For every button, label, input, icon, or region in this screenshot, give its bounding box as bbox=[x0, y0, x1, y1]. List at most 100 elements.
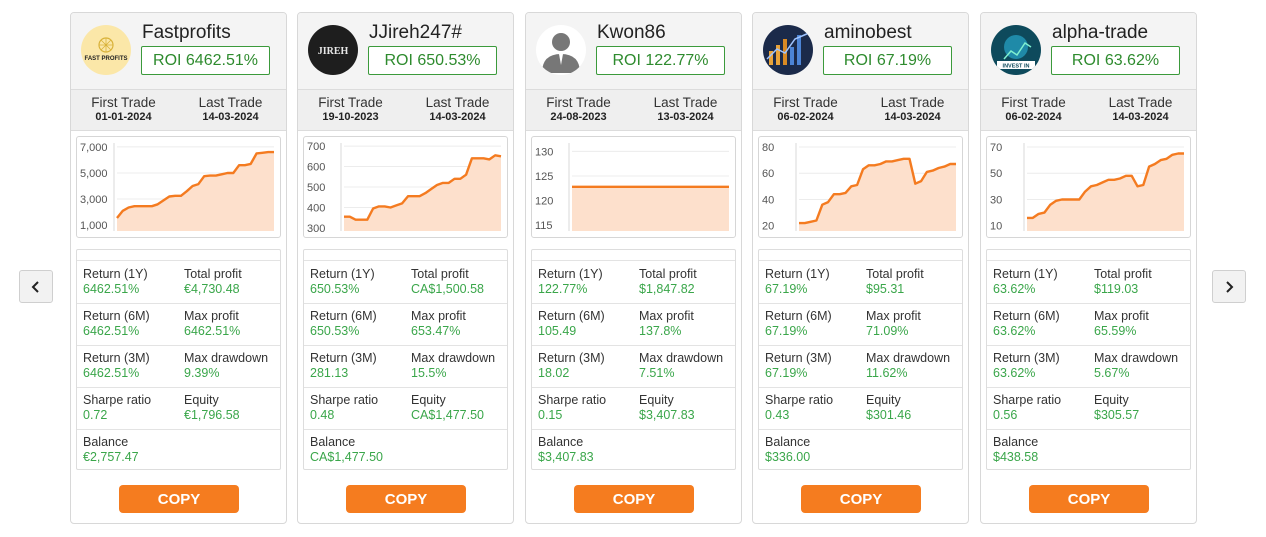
last-trade: Last Trade 14-03-2024 bbox=[405, 95, 510, 123]
return-1y-value: 122.77% bbox=[538, 282, 588, 296]
max-drawdown-stat: Max drawdown 7.51% bbox=[639, 351, 723, 380]
return-6m-value: 650.53% bbox=[310, 324, 360, 338]
total-profit-label: Total profit bbox=[639, 267, 697, 281]
sharpe-ratio-value: 0.56 bbox=[993, 408, 1018, 422]
trader-name[interactable]: JJireh247# bbox=[369, 22, 462, 43]
sharpe-ratio-stat: Sharpe ratio 0.43 bbox=[765, 393, 833, 422]
y-tick-label: 115 bbox=[535, 220, 553, 232]
y-tick-label: 130 bbox=[535, 146, 553, 158]
equity-stat: Equity €1,796.58 bbox=[184, 393, 240, 422]
total-profit-stat: Total profit €4,730.48 bbox=[184, 267, 242, 296]
first-trade-label: First Trade bbox=[318, 95, 383, 110]
trader-name[interactable]: Kwon86 bbox=[597, 22, 666, 43]
stat-row: Return (3M) 67.19% Max drawdown 11.62% bbox=[759, 345, 962, 388]
trade-dates: First Trade 19-10-2023 Last Trade 14-03-… bbox=[298, 89, 513, 131]
balance-value: $3,407.83 bbox=[538, 450, 594, 464]
trader-name[interactable]: alpha-trade bbox=[1052, 22, 1149, 43]
last-trade-date: 14-03-2024 bbox=[884, 111, 941, 123]
copy-button[interactable]: COPY bbox=[1029, 485, 1149, 513]
return-6m-label: Return (6M) bbox=[538, 309, 605, 323]
return-6m-stat: Return (6M) 63.62% bbox=[993, 309, 1060, 338]
stats-divider bbox=[77, 250, 280, 261]
trade-dates: First Trade 06-02-2024 Last Trade 14-03-… bbox=[981, 89, 1196, 131]
stat-row: Return (6M) 105.49 Max profit 137.8% bbox=[532, 303, 735, 346]
first-trade: First Trade 06-02-2024 bbox=[981, 95, 1086, 123]
total-profit-value: $1,847.82 bbox=[639, 282, 695, 296]
y-tick-label: 700 bbox=[307, 141, 325, 153]
last-trade-label: Last Trade bbox=[653, 95, 718, 110]
total-profit-label: Total profit bbox=[866, 267, 924, 281]
max-profit-stat: Max profit 653.47% bbox=[411, 309, 466, 338]
return-1y-label: Return (1Y) bbox=[538, 267, 603, 281]
return-1y-value: 6462.51% bbox=[83, 282, 140, 296]
equity-line bbox=[1027, 152, 1184, 220]
equity-line bbox=[344, 154, 502, 221]
y-tick-label: 10 bbox=[990, 221, 1002, 233]
stat-row: Return (1Y) 63.62% Total profit $119.03 bbox=[987, 261, 1190, 304]
return-3m-label: Return (3M) bbox=[993, 351, 1060, 365]
stats-divider bbox=[304, 250, 507, 261]
trader-name[interactable]: Fastprofits bbox=[142, 22, 231, 43]
equity-chart: 7,000 5,000 3,000 1,000 bbox=[76, 136, 281, 238]
stats-divider bbox=[532, 250, 735, 261]
max-drawdown-label: Max drawdown bbox=[411, 351, 496, 365]
stats-panel: Return (1Y) 122.77% Total profit $1,847.… bbox=[531, 249, 736, 470]
invest-in-avatar: INVEST IN bbox=[991, 25, 1041, 75]
return-6m-stat: Return (6M) 67.19% bbox=[765, 309, 832, 338]
equity-chart-svg: 7,000 5,000 3,000 1,000 bbox=[80, 142, 274, 232]
y-tick-label: 80 bbox=[762, 142, 774, 154]
equity-chart-svg: 70 50 30 10 bbox=[990, 142, 1184, 233]
roi-badge: ROI 122.77% bbox=[596, 46, 725, 75]
copy-button[interactable]: COPY bbox=[574, 485, 694, 513]
trade-dates: First Trade 01-01-2024 Last Trade 14-03-… bbox=[71, 89, 286, 131]
avatar-logo-text: INVEST IN bbox=[1003, 64, 1030, 70]
sharpe-ratio-value: 0.43 bbox=[765, 408, 790, 422]
balance-label: Balance bbox=[538, 435, 584, 449]
first-trade: First Trade 06-02-2024 bbox=[753, 95, 858, 123]
max-drawdown-label: Max drawdown bbox=[184, 351, 269, 365]
max-drawdown-value: 7.51% bbox=[639, 366, 675, 380]
stat-row: Return (1Y) 6462.51% Total profit €4,730… bbox=[77, 261, 280, 304]
copy-button[interactable]: COPY bbox=[119, 485, 239, 513]
trader-name[interactable]: aminobest bbox=[824, 22, 912, 43]
last-trade-label: Last Trade bbox=[1108, 95, 1173, 110]
equity-area bbox=[799, 158, 956, 231]
return-1y-stat: Return (1Y) 67.19% bbox=[765, 267, 830, 296]
balance-label: Balance bbox=[310, 435, 356, 449]
card-header: Kwon86 ROI 122.77% bbox=[526, 13, 741, 89]
sharpe-ratio-stat: Sharpe ratio 0.15 bbox=[538, 393, 606, 422]
max-profit-value: 65.59% bbox=[1094, 324, 1137, 338]
total-profit-stat: Total profit $1,847.82 bbox=[639, 267, 697, 296]
stats-divider bbox=[759, 250, 962, 261]
y-tick-label: 5,000 bbox=[80, 168, 108, 180]
equity-area bbox=[344, 155, 501, 231]
max-drawdown-stat: Max drawdown 11.62% bbox=[866, 351, 950, 380]
chevron-right-icon bbox=[1226, 280, 1234, 293]
return-3m-value: 67.19% bbox=[765, 366, 808, 380]
copy-button[interactable]: COPY bbox=[801, 485, 921, 513]
equity-value: €1,796.58 bbox=[184, 408, 240, 422]
balance-value: $336.00 bbox=[765, 450, 811, 464]
max-drawdown-stat: Max drawdown 5.67% bbox=[1094, 351, 1178, 380]
return-3m-stat: Return (3M) 6462.51% bbox=[83, 351, 150, 380]
chevron-left-icon bbox=[31, 280, 39, 293]
equity-line bbox=[116, 150, 274, 219]
card-header: aminobest ROI 67.19% bbox=[753, 13, 968, 89]
carousel-next-button[interactable] bbox=[1212, 270, 1246, 303]
stat-row: Return (1Y) 122.77% Total profit $1,847.… bbox=[532, 261, 735, 304]
max-profit-stat: Max profit 6462.51% bbox=[184, 309, 240, 338]
stat-row: Balance $336.00 bbox=[759, 429, 962, 471]
max-drawdown-value: 5.67% bbox=[1094, 366, 1130, 380]
copy-button[interactable]: COPY bbox=[346, 485, 466, 513]
return-3m-stat: Return (3M) 67.19% bbox=[765, 351, 832, 380]
equity-stat: Equity CA$1,477.50 bbox=[411, 393, 484, 422]
card-header: JIREH JJireh247# ROI 650.53% bbox=[298, 13, 513, 89]
stat-row: Balance $3,407.83 bbox=[532, 429, 735, 471]
return-1y-stat: Return (1Y) 63.62% bbox=[993, 267, 1058, 296]
return-6m-label: Return (6M) bbox=[83, 309, 150, 323]
return-6m-stat: Return (6M) 6462.51% bbox=[83, 309, 150, 338]
max-profit-value: 653.47% bbox=[411, 324, 461, 338]
carousel-prev-button[interactable] bbox=[19, 270, 53, 303]
max-profit-value: 137.8% bbox=[639, 324, 682, 338]
return-3m-stat: Return (3M) 18.02 bbox=[538, 351, 605, 380]
